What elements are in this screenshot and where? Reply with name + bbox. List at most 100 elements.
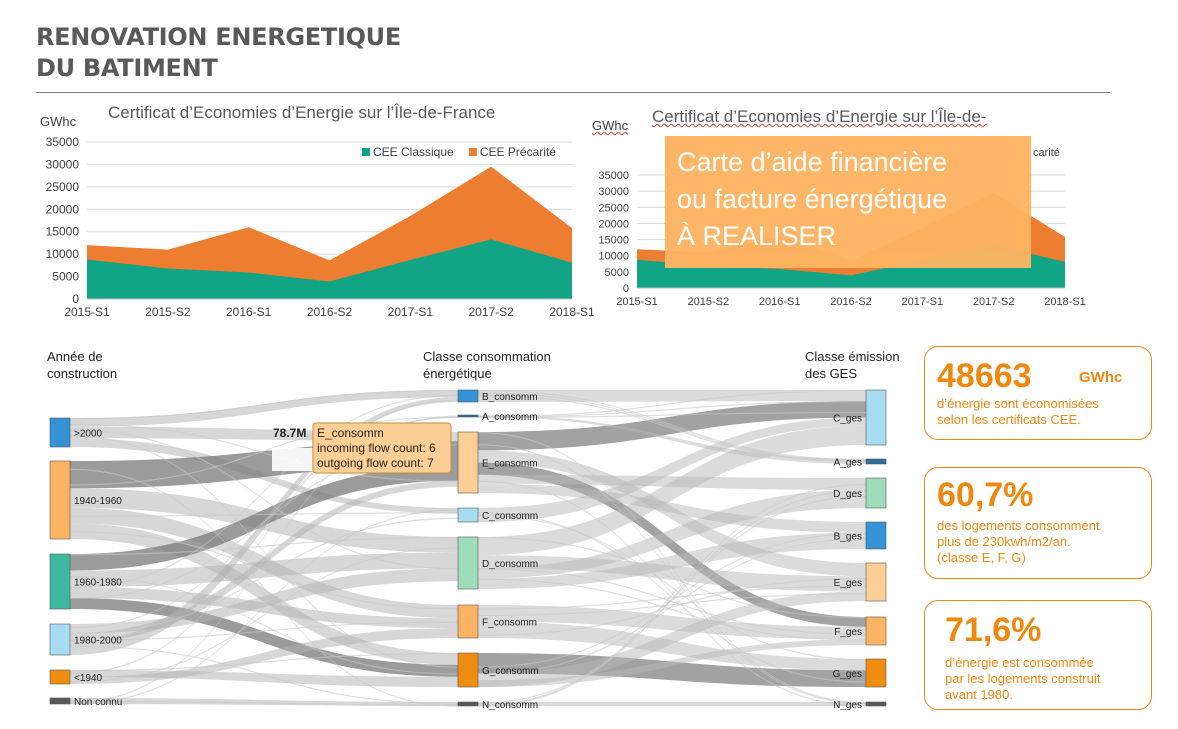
sankey-flow[interactable] [478,480,866,707]
sankey-node-consommation[interactable] [457,604,479,639]
kpi-card-consumption: 60,7% des logements consomment plus de 2… [924,467,1152,579]
sankey-flow[interactable] [70,537,458,556]
sankey-flow[interactable] [478,621,866,671]
sankey-flow[interactable] [478,484,866,706]
sankey-node-ges[interactable] [865,658,887,688]
sankey-flow[interactable] [478,483,866,533]
sankey-node-construction[interactable] [49,697,71,705]
sankey-flow[interactable] [478,432,866,704]
sankey-flow[interactable] [70,465,458,571]
sankey-flow[interactable] [478,578,866,636]
sankey-flow[interactable] [478,578,866,641]
sankey-flow[interactable] [70,598,458,677]
sankey-node-consommation[interactable] [457,414,479,418]
sankey-header-left-1: Année de [47,349,103,364]
kpi-value: 48663 [937,357,1032,395]
sankey-node-consommation[interactable] [457,701,479,707]
sankey-flow[interactable] [478,490,866,707]
sankey-flow[interactable] [70,480,458,643]
sankey-node-ges[interactable] [865,562,887,602]
sankey-flow[interactable] [478,444,866,704]
sankey-node-ges[interactable] [865,616,887,646]
sankey-flow[interactable] [70,416,458,486]
y-tick-label: 35000 [46,135,80,149]
sankey-flow[interactable] [70,645,458,705]
sankey-flow[interactable] [70,653,458,672]
sankey-flow[interactable] [70,701,458,706]
sankey-node-ges[interactable] [865,389,887,446]
sankey-node-construction[interactable] [49,460,71,540]
sankey-node-ges[interactable] [865,701,887,707]
sankey-node-label: D_ges [833,489,862,500]
sankey-flow[interactable] [478,417,866,523]
sankey-flow[interactable] [478,515,866,661]
sankey-flow[interactable] [70,416,458,629]
sankey-flow[interactable] [478,490,866,579]
sankey-flow[interactable] [70,517,458,635]
sankey-flow[interactable] [70,568,458,634]
sankey-flow[interactable] [478,462,866,627]
sankey-node-construction[interactable] [49,417,71,448]
sankey-flow[interactable] [70,397,458,655]
sankey-node-consommation[interactable] [457,507,479,523]
sankey-diagram[interactable]: >2000 1940-1960 1960-1980 1980-2000 <1940 Non… [0,0,900,729]
sankey-flow[interactable] [70,468,458,707]
sankey-flow[interactable] [478,585,866,610]
sankey-flow[interactable] [70,390,458,420]
sankey-node-consommation[interactable] [457,431,479,494]
sankey-flow[interactable] [478,415,866,464]
sankey-node-construction[interactable] [49,669,71,685]
sankey-flow[interactable] [70,444,458,600]
sankey-flow[interactable] [70,390,458,427]
sankey-flow[interactable] [478,593,866,617]
sankey-flow[interactable] [70,523,458,665]
x-tick-label: 2016-S2 [830,296,872,308]
sankey-flow[interactable] [478,425,866,556]
sankey-node-consommation[interactable] [457,652,479,688]
sankey-node-ges[interactable] [865,458,887,465]
sankey-flow[interactable] [478,532,866,589]
sankey-flow[interactable] [478,394,866,463]
sankey-flow[interactable] [70,399,458,674]
kpi-desc-line: par les logements construit [945,671,1101,686]
sankey-flow[interactable] [70,531,458,610]
sankey-flow[interactable] [70,547,458,683]
x-tick-label: 2017-S1 [902,296,944,308]
sankey-header-mid-2: énergétique [423,366,492,381]
sankey-flow[interactable] [478,392,866,462]
sankey-flow[interactable] [478,702,866,706]
sankey-flow[interactable] [70,423,458,482]
sankey-flow[interactable] [70,621,458,641]
sankey-node-consommation[interactable] [457,389,479,403]
sankey-flow[interactable] [70,512,458,517]
sankey-flow[interactable] [70,435,458,668]
sankey-node-ges[interactable] [865,521,887,550]
sankey-flow[interactable] [478,496,866,704]
sankey-flow[interactable] [70,415,458,704]
sankey-node-consommation[interactable] [457,536,479,590]
sankey-flow[interactable] [478,639,866,687]
sankey-flow[interactable] [478,538,866,675]
sankey-node-label: 1980-2000 [74,636,122,647]
sankey-flow[interactable] [70,509,458,705]
sankey-flow[interactable] [478,537,866,619]
sankey-node-construction[interactable] [49,553,71,610]
sankey-flow[interactable] [478,412,866,418]
sankey-node-label: E_consomm [482,459,538,470]
sankey-flow[interactable] [478,390,866,461]
sankey-flow[interactable] [478,450,866,577]
sankey-flow[interactable] [478,653,866,687]
sankey-flow[interactable] [478,591,866,688]
sankey-node-ges[interactable] [865,477,887,509]
page-title: RENOVATION ENERGETIQUE DU BATIMENT [36,22,401,84]
chart2-legend-fragment: carité [1033,147,1060,159]
sankey-flow[interactable] [478,401,866,418]
sankey-flow[interactable] [70,394,458,589]
sankey-flow[interactable] [478,390,866,418]
sankey-header-right-2: des GES [805,366,858,381]
sankey-flow[interactable] [478,568,866,635]
sankey-flow[interactable] [70,429,458,570]
sankey-node-construction[interactable] [49,623,71,656]
sankey-flow[interactable] [70,628,458,684]
sankey-flow[interactable] [70,576,458,675]
